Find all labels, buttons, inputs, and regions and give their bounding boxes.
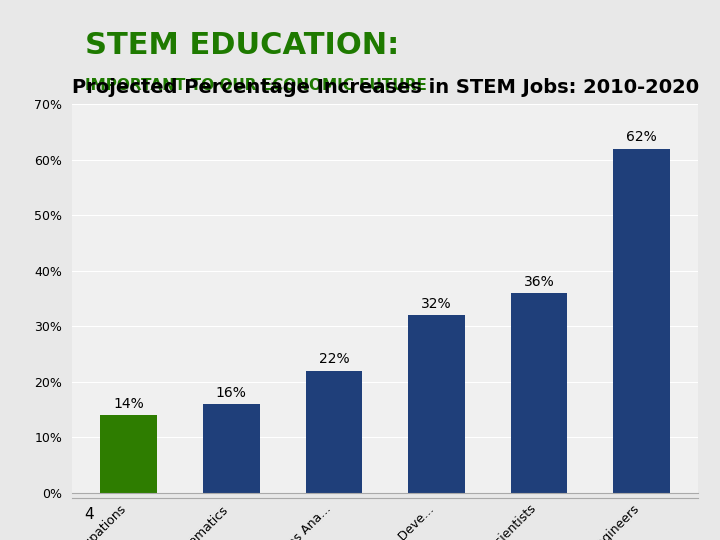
Bar [306, 371, 362, 493]
Text: 36%: 36% [523, 274, 554, 288]
Text: STEM EDUCATION:: STEM EDUCATION: [84, 31, 399, 60]
Text: IMPORTANT TO OUR ECONOMIC FUTURE: IMPORTANT TO OUR ECONOMIC FUTURE [84, 78, 426, 93]
Bar [613, 148, 670, 493]
Text: 4: 4 [84, 507, 94, 522]
Bar [408, 315, 464, 493]
Text: 22%: 22% [318, 352, 349, 366]
Bar [511, 293, 567, 493]
Text: 62%: 62% [626, 130, 657, 144]
Title: Projected Percentage Increases in STEM Jobs: 2010-2020: Projected Percentage Increases in STEM J… [71, 78, 699, 97]
Text: 16%: 16% [216, 386, 247, 400]
Text: 32%: 32% [421, 297, 452, 310]
Text: 14%: 14% [113, 397, 144, 411]
Bar [203, 404, 259, 493]
Bar [101, 415, 157, 493]
